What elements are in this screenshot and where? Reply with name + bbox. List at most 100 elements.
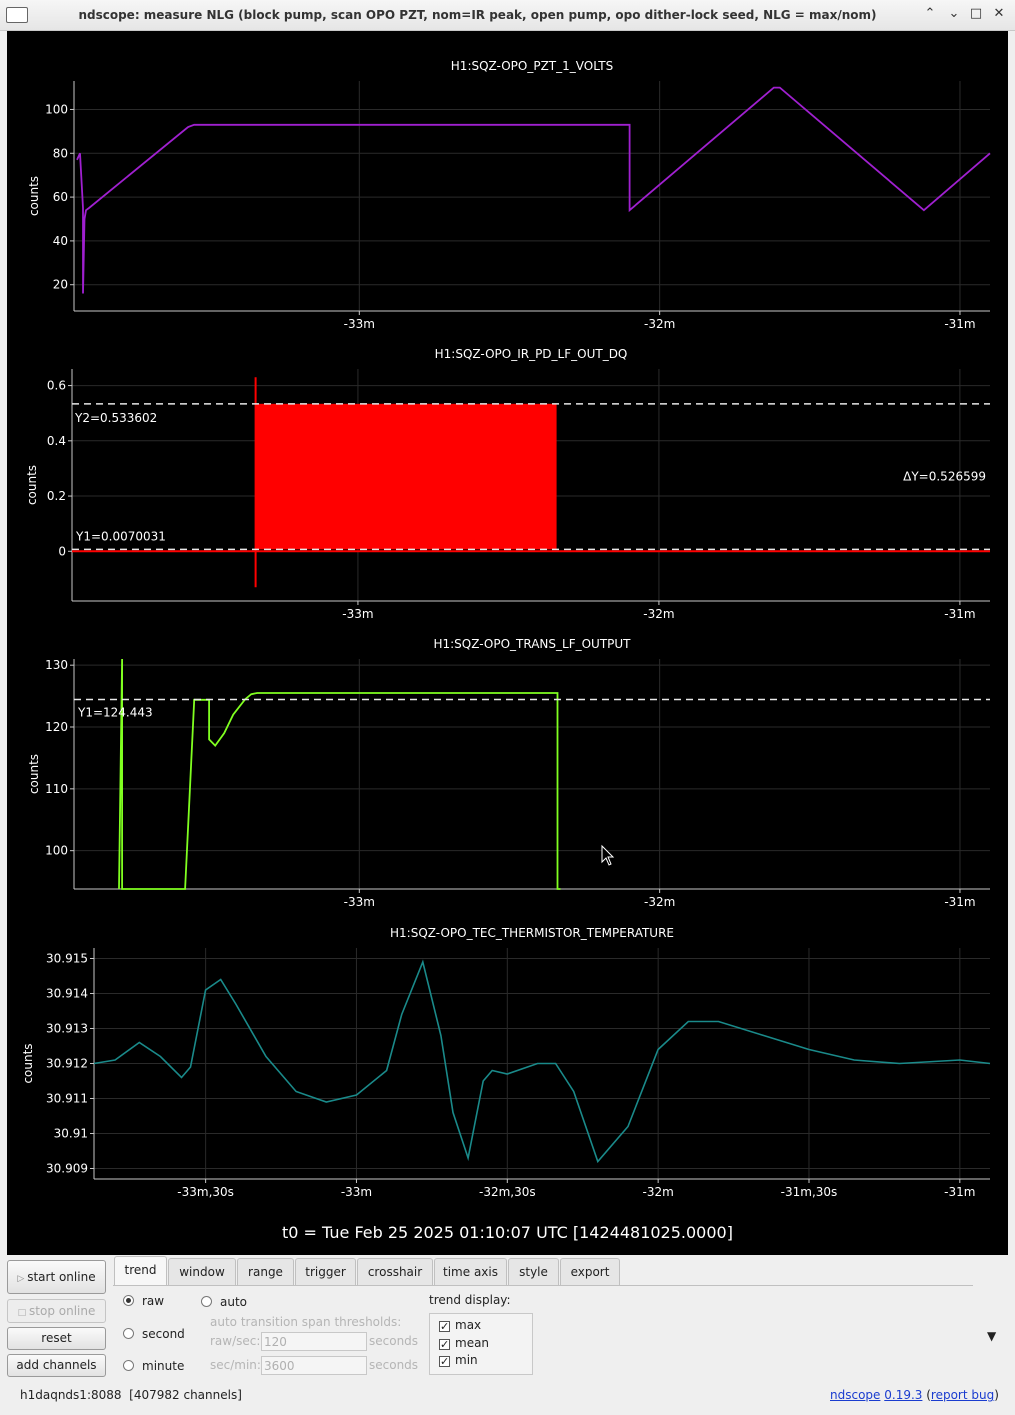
y-tick-label: 30.913: [46, 1022, 88, 1036]
series-line: [76, 86, 991, 294]
x-tick-label: -32m: [643, 607, 674, 621]
max-label: max: [455, 1318, 482, 1332]
raw-sec-units: seconds: [369, 1334, 419, 1348]
x-tick-label: -31m: [944, 1185, 975, 1199]
y-tick-label: 100: [45, 102, 68, 116]
y-tick-label: 30.91: [54, 1127, 88, 1141]
x-tick-label: -31m,30s: [781, 1185, 838, 1199]
tab-time-axis[interactable]: time axis: [434, 1258, 507, 1285]
auto-radio[interactable]: [201, 1296, 212, 1307]
mean-label: mean: [455, 1336, 490, 1350]
minimize-button[interactable]: ⌃: [924, 6, 936, 21]
y-tick-label: 30.914: [46, 987, 88, 1001]
plot-area[interactable]: H1:SQZ-OPO_PZT_1_VOLTS -33m -32m -31m 20 40 60…: [7, 31, 1008, 1255]
y-tick-label: 30.915: [46, 952, 88, 966]
y-tick-label: 60: [53, 190, 68, 204]
y-tick-label: 130: [45, 658, 68, 672]
tab-trigger[interactable]: trigger: [295, 1258, 356, 1285]
x-tick-label: -33m: [342, 607, 373, 621]
min-checkbox[interactable]: ✓: [439, 1355, 450, 1368]
x-tick-label: -32m: [644, 317, 675, 331]
tab-crosshair[interactable]: crosshair: [357, 1258, 433, 1285]
auto-label: auto: [220, 1295, 248, 1309]
restore-button[interactable]: ⌄: [948, 6, 960, 21]
raw-sec-input[interactable]: 120: [261, 1332, 367, 1351]
y-axis-label: counts: [25, 465, 39, 505]
x-tick-label: -33m: [344, 895, 375, 909]
stop-online-button[interactable]: □ stop online: [7, 1299, 106, 1323]
tab-export[interactable]: export: [560, 1258, 620, 1285]
title-bar: ndscope: measure NLG (block pump, scan O…: [0, 0, 1015, 31]
control-panel: ▷ start online □ stop online reset add c…: [0, 1255, 1015, 1415]
reset-button[interactable]: reset: [7, 1327, 106, 1350]
stop-icon: □: [17, 1308, 30, 1318]
sec-min-input[interactable]: 3600: [261, 1356, 367, 1375]
y-tick-label: 120: [45, 720, 68, 734]
x-tick-label: -32m: [644, 895, 675, 909]
chart-title: H1:SQZ-OPO_TRANS_LF_OUTPUT: [433, 637, 631, 651]
x-tick-label: -31m: [944, 607, 975, 621]
tab-window[interactable]: window: [168, 1258, 236, 1285]
x-tick-label: -32m,30s: [479, 1185, 536, 1199]
minute-label: minute: [142, 1359, 185, 1373]
x-tick-label: -32m: [642, 1185, 673, 1199]
t0-label: t0 = Tue Feb 25 2025 01:10:07 UTC [14244…: [282, 1223, 733, 1242]
trend-display-box: ✓ max ✓ mean ✓ min: [429, 1313, 533, 1375]
ndscope-link[interactable]: ndscope: [830, 1388, 881, 1402]
series-line: [93, 959, 991, 1164]
mouse-cursor-icon: [601, 844, 615, 866]
raw-radio[interactable]: [123, 1295, 134, 1306]
chart-title: H1:SQZ-OPO_PZT_1_VOLTS: [451, 59, 613, 73]
cursor-y2-label: Y2=0.533602: [74, 411, 157, 425]
y-tick-label: 30.912: [46, 1057, 88, 1071]
y-tick-label: 0.6: [47, 379, 66, 393]
tab-range[interactable]: range: [237, 1258, 294, 1285]
y-tick-label: 40: [53, 234, 68, 248]
tab-divider: [113, 1285, 973, 1286]
x-tick-label: -33m: [344, 317, 375, 331]
y-tick-label: 0.2: [47, 489, 66, 503]
sec-min-label: sec/min:: [210, 1358, 261, 1372]
x-tick-label: -33m: [341, 1185, 372, 1199]
report-bug-link[interactable]: report bug: [930, 1388, 995, 1402]
expand-arrow-icon[interactable]: ▼: [987, 1329, 997, 1343]
tab-trend[interactable]: trend: [114, 1256, 167, 1285]
y-tick-label: 30.909: [46, 1162, 88, 1176]
app-icon: [6, 7, 28, 23]
y-tick-label: 20: [53, 278, 68, 292]
y-axis-label: counts: [21, 1043, 35, 1083]
y-axis-label: counts: [27, 754, 41, 794]
raw-label: raw: [142, 1294, 165, 1308]
max-checkbox[interactable]: ✓: [439, 1320, 450, 1333]
thresholds-label: auto transition span thresholds:: [210, 1315, 402, 1329]
y-tick-label: 80: [53, 146, 68, 160]
raw-sec-label: raw/sec:: [210, 1334, 261, 1348]
chart-title: H1:SQZ-OPO_TEC_THERMISTOR_TEMPERATURE: [390, 926, 674, 940]
cursor-y1-label: Y1=124.443: [77, 706, 153, 720]
tab-style[interactable]: style: [508, 1258, 559, 1285]
version-link[interactable]: 0.19.3: [884, 1388, 923, 1402]
trend-display-label: trend display:: [429, 1293, 511, 1307]
close-button[interactable]: ✕: [993, 6, 1005, 21]
minute-radio[interactable]: [123, 1360, 134, 1371]
start-online-button[interactable]: ▷ start online: [7, 1260, 106, 1294]
play-icon: ▷: [17, 1274, 28, 1284]
plots-canvas[interactable]: H1:SQZ-OPO_PZT_1_VOLTS -33m -32m -31m 20 40 60…: [7, 31, 1008, 1255]
x-tick-label: -31m: [944, 895, 975, 909]
y-tick-label: 0: [58, 544, 66, 558]
add-channels-button[interactable]: add channels: [7, 1354, 106, 1377]
y-tick-label: 0.4: [47, 434, 66, 448]
sec-min-units: seconds: [369, 1358, 419, 1372]
second-label: second: [142, 1327, 185, 1341]
window-title: ndscope: measure NLG (block pump, scan O…: [78, 8, 877, 22]
series-filled-region: [255, 403, 557, 550]
series-line: [118, 658, 561, 890]
y-tick-label: 110: [45, 782, 68, 796]
min-label: min: [455, 1353, 478, 1367]
second-radio[interactable]: [123, 1328, 134, 1339]
y-axis-label: counts: [27, 176, 41, 216]
y-tick-label: 100: [45, 844, 68, 858]
server-status: h1daqnds1:8088 [407982 channels]: [20, 1388, 242, 1402]
mean-checkbox[interactable]: ✓: [439, 1338, 450, 1351]
maximize-button[interactable]: □: [969, 6, 983, 21]
